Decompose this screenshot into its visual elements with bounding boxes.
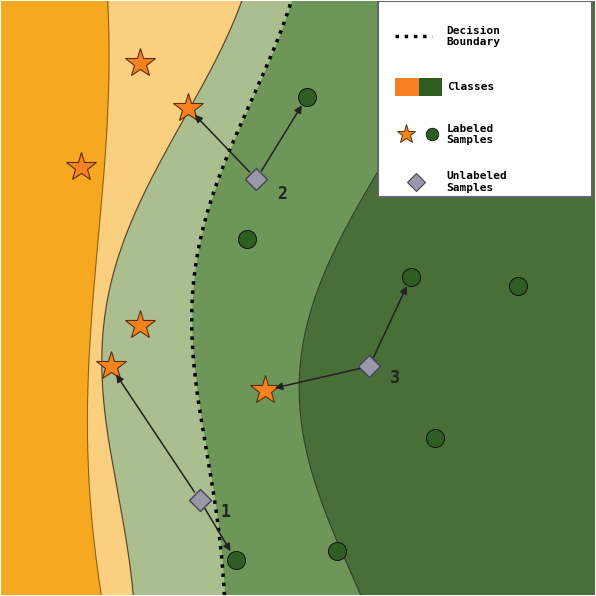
FancyBboxPatch shape: [419, 78, 442, 96]
FancyBboxPatch shape: [395, 78, 419, 96]
Polygon shape: [192, 1, 458, 595]
Polygon shape: [1, 1, 242, 595]
Text: Unlabeled
Samples: Unlabeled Samples: [446, 171, 507, 193]
Text: 1: 1: [221, 503, 231, 521]
Text: 2: 2: [277, 185, 287, 203]
Text: 3: 3: [390, 370, 400, 387]
FancyBboxPatch shape: [378, 1, 592, 197]
Polygon shape: [1, 1, 109, 595]
Text: Classes: Classes: [446, 82, 494, 92]
Text: Labeled
Samples: Labeled Samples: [446, 124, 494, 145]
Polygon shape: [102, 1, 291, 595]
Text: Decision
Boundary: Decision Boundary: [446, 26, 501, 47]
